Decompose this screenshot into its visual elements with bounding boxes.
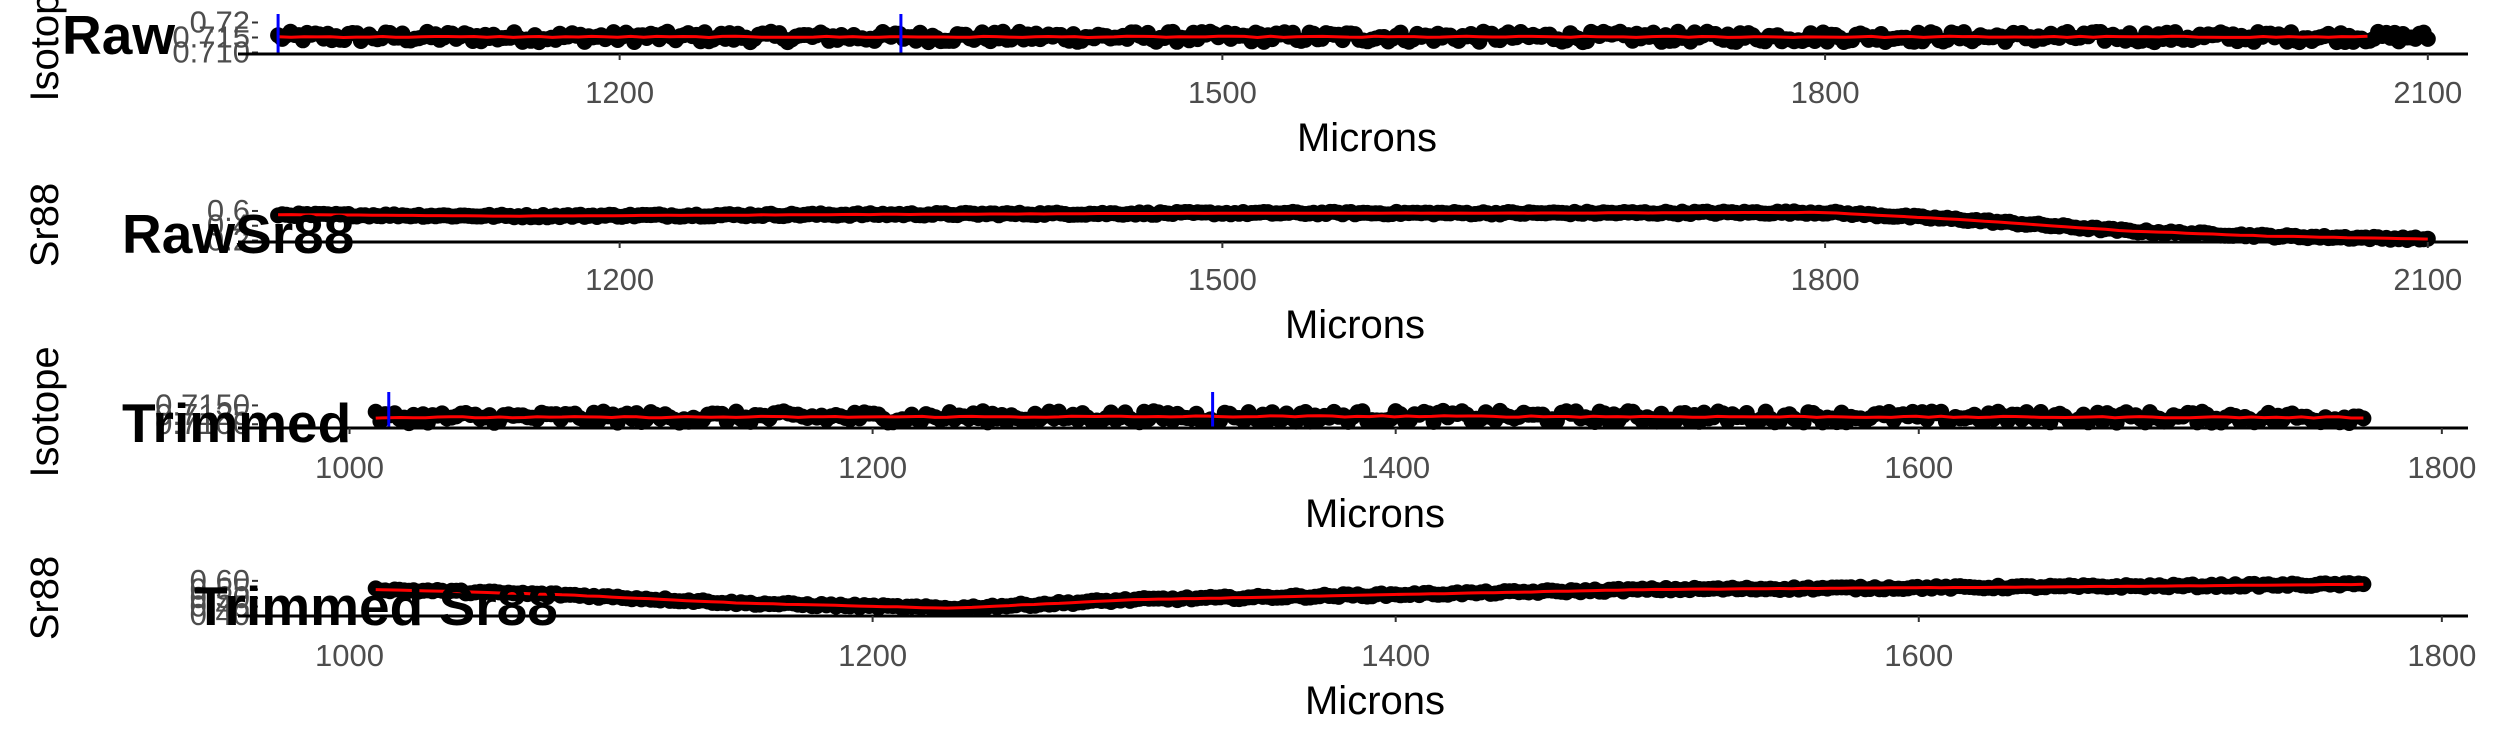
x-tick-label: 1200 [838, 450, 907, 485]
x-tick-label: 1500 [1188, 75, 1257, 110]
y-tick-label: 0.6 [207, 193, 250, 228]
y-tick-label: 0.710 [172, 35, 250, 70]
panel-label: Trimmed [122, 392, 351, 454]
x-tick-label: 1500 [1188, 262, 1257, 297]
y-axis-title: Sr88 [23, 183, 67, 268]
smooth-line [278, 34, 2368, 40]
x-tick-label: 2100 [2393, 75, 2462, 110]
x-tick-label: 1400 [1361, 638, 1430, 673]
data-point [2419, 30, 2436, 47]
y-tick-label: 0.4 [207, 208, 250, 243]
y-tick-label: 0.715 [172, 20, 250, 55]
smooth-line [278, 210, 2428, 241]
x-tick-label: 1800 [2407, 450, 2476, 485]
y-tick-label: 0.45 [190, 589, 250, 624]
x-axis-title: Microns [1305, 492, 1445, 536]
y-tick-label: 0.7100 [155, 406, 250, 441]
x-tick-label: 1600 [1884, 450, 1953, 485]
data-point [2355, 576, 2372, 593]
panel-label: Raw [62, 4, 175, 66]
panel-1: 0.7100.7150.72 Isotope 1200 1500 1800 2100 Mic… [23, 0, 2468, 160]
x-axis-title: Microns [1305, 679, 1445, 723]
panel-2: 0.20.40.6 Sr88 1200 1500 1800 2100 Microns RawS… [23, 183, 2468, 347]
x-axis-title: Microns [1297, 116, 1437, 160]
y-axis-title: Isotope [23, 346, 67, 477]
smooth-line [375, 582, 2364, 610]
y-tick-label: 0.50 [190, 580, 250, 615]
x-tick-label: 1800 [1791, 75, 1860, 110]
y-tick-label: 0.7125 [155, 397, 250, 432]
y-axis-title: Isotope [23, 0, 67, 102]
panel-label: RawSr88 [122, 203, 354, 265]
x-tick-label: 1000 [315, 450, 384, 485]
x-tick-label: 1600 [1884, 638, 1953, 673]
y-tick-label: 0.2 [207, 223, 250, 258]
x-tick-label: 1800 [1791, 262, 1860, 297]
panel-label: Trimmed Sr88 [194, 575, 558, 637]
x-tick-label: 1200 [585, 75, 654, 110]
x-tick-label: 1000 [315, 638, 384, 673]
y-tick-label: 0.7150 [155, 387, 250, 422]
y-tick-label: 0.55 [190, 571, 250, 606]
y-tick-label: 0.60 [190, 563, 250, 598]
x-tick-label: 1200 [838, 638, 907, 673]
smooth-line [375, 414, 2364, 420]
x-tick-label: 1400 [1361, 450, 1430, 485]
x-axis-title: Microns [1285, 303, 1425, 347]
y-axis-title: Sr88 [23, 556, 67, 641]
x-tick-label: 1800 [2407, 638, 2476, 673]
y-tick-label: 0.72 [190, 5, 250, 40]
x-tick-label: 1200 [585, 262, 654, 297]
x-tick-label: 2100 [2393, 262, 2462, 297]
